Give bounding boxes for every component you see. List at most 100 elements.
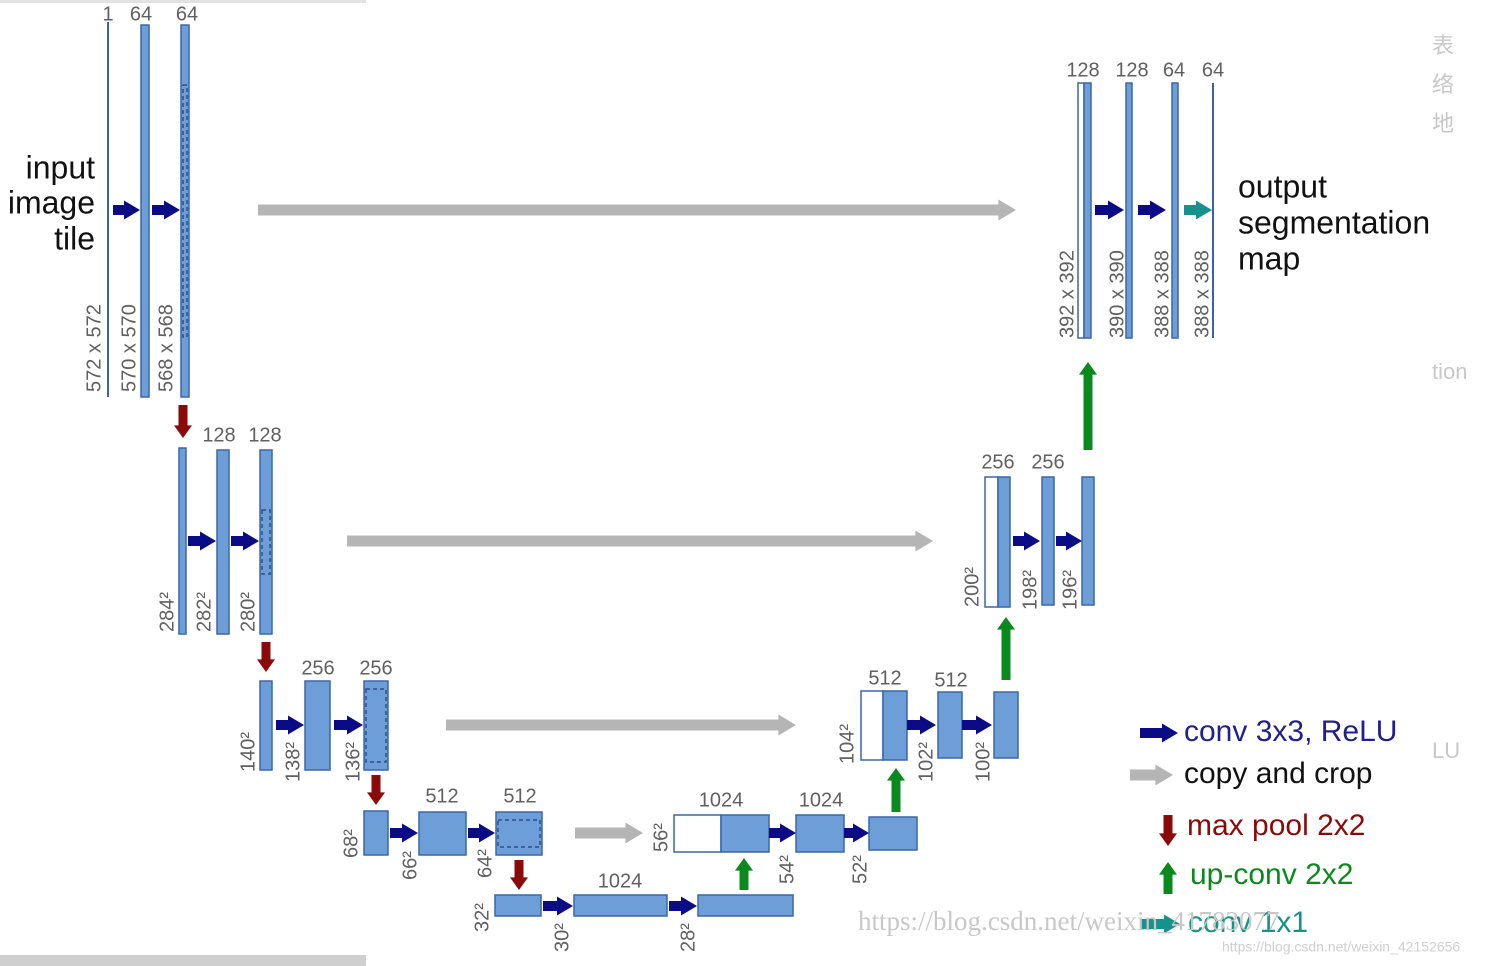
conv-arrow [1095, 200, 1124, 220]
size-label: 32² [471, 903, 493, 932]
side-fragment: 络 [1432, 72, 1454, 97]
size-label: 390 x 390 [1106, 250, 1128, 338]
size-label: 66² [399, 851, 421, 880]
feature-map [868, 816, 918, 851]
crop-region [497, 819, 541, 848]
channel-label: 1024 [699, 789, 744, 811]
edge-strip [0, 955, 366, 966]
conv-arrow [468, 823, 495, 843]
conv-arrow [962, 715, 992, 735]
copy-arrow [258, 199, 1016, 221]
conv-arrow [113, 200, 140, 220]
feature-map [997, 476, 1011, 608]
size-label: 136² [342, 742, 364, 782]
legend-label: conv 1x1 [1188, 906, 1308, 939]
copy-arrow [347, 530, 933, 552]
crop-region [182, 84, 188, 338]
size-label: 284² [156, 592, 178, 632]
feature-map [418, 811, 467, 856]
legend-arrow [1159, 815, 1177, 846]
size-label: 568 x 568 [155, 304, 177, 392]
size-label: 30² [551, 923, 573, 952]
feature-map [795, 814, 845, 853]
size-label: 100² [972, 742, 994, 782]
feature-map [216, 449, 230, 635]
channel-label: 512 [425, 785, 458, 807]
feature-map [573, 894, 668, 917]
size-label: 54² [776, 855, 798, 884]
size-label: 572 x 572 [83, 304, 105, 392]
channel-label: 1024 [799, 789, 844, 811]
legend-arrow [1140, 914, 1180, 934]
channel-label: 64 [176, 3, 198, 25]
upconv-arrow [997, 617, 1015, 680]
pool-arrow [510, 860, 528, 890]
feature-map [259, 680, 273, 771]
size-label: 280² [237, 592, 259, 632]
conv-arrow [543, 896, 573, 916]
conv-arrow [390, 823, 418, 843]
feature-map [1171, 82, 1179, 339]
feature-map [720, 814, 770, 853]
legend-label: conv 3x3, ReLU [1184, 715, 1397, 748]
size-label: 388 x 388 [1151, 250, 1173, 338]
feature-map [1125, 82, 1133, 339]
size-label: 200² [961, 567, 983, 607]
size-label: 388 x 388 [1191, 250, 1213, 338]
feature-map [304, 680, 331, 771]
size-label: 196² [1059, 570, 1081, 610]
feature-map [984, 476, 999, 608]
feature-map [1077, 82, 1085, 339]
feature-map [178, 447, 187, 635]
feature-map [882, 690, 908, 761]
channel-label: 512 [934, 669, 967, 691]
channel-label: 64 [130, 3, 152, 25]
input-label: tile [54, 220, 95, 256]
crop-region [261, 509, 271, 575]
channel-label: 1024 [598, 870, 643, 892]
pool-arrow [174, 405, 192, 438]
output-label: output [1238, 168, 1327, 204]
conv1x1-arrow [1184, 200, 1212, 220]
channel-label: 128 [202, 424, 235, 446]
feature-map [993, 691, 1019, 759]
input-label: image [8, 184, 95, 220]
conv-arrow [334, 715, 363, 735]
feature-map [1081, 476, 1095, 606]
feature-map [937, 691, 963, 759]
output-label: segmentation [1238, 204, 1430, 240]
size-label: 52² [849, 855, 871, 884]
size-label: 56² [650, 823, 672, 852]
conv-arrow [1056, 531, 1082, 551]
size-label: 64² [474, 849, 496, 878]
feature-map [259, 449, 273, 635]
pool-arrow [257, 642, 275, 672]
conv-arrow [1013, 531, 1040, 551]
side-fragment: 地 [1432, 111, 1454, 136]
channel-label: 128 [1115, 59, 1148, 81]
channel-label: 512 [868, 667, 901, 689]
legend-arrow [1140, 723, 1178, 743]
legend-label: copy and crop [1184, 757, 1372, 790]
side-fragment: LU [1432, 738, 1460, 763]
size-label: 28² [677, 923, 699, 952]
feature-map [363, 810, 389, 856]
channel-label: 256 [359, 657, 392, 679]
feature-map [673, 814, 722, 853]
feature-map [494, 894, 542, 917]
channel-label: 64 [1202, 59, 1224, 81]
side-fragment: tion [1432, 359, 1467, 384]
conv-arrow [188, 531, 216, 551]
channel-label: 128 [248, 424, 281, 446]
channel-label: 64 [1163, 59, 1185, 81]
conv-arrow [152, 200, 180, 220]
size-label: 392 x 392 [1056, 250, 1078, 338]
pool-arrow [367, 775, 385, 805]
feature-map [1083, 82, 1092, 339]
input-label: input [26, 149, 96, 185]
size-label: 104² [836, 724, 858, 764]
legend-label: up-conv 2x2 [1190, 858, 1353, 891]
size-label: 140² [237, 732, 259, 772]
